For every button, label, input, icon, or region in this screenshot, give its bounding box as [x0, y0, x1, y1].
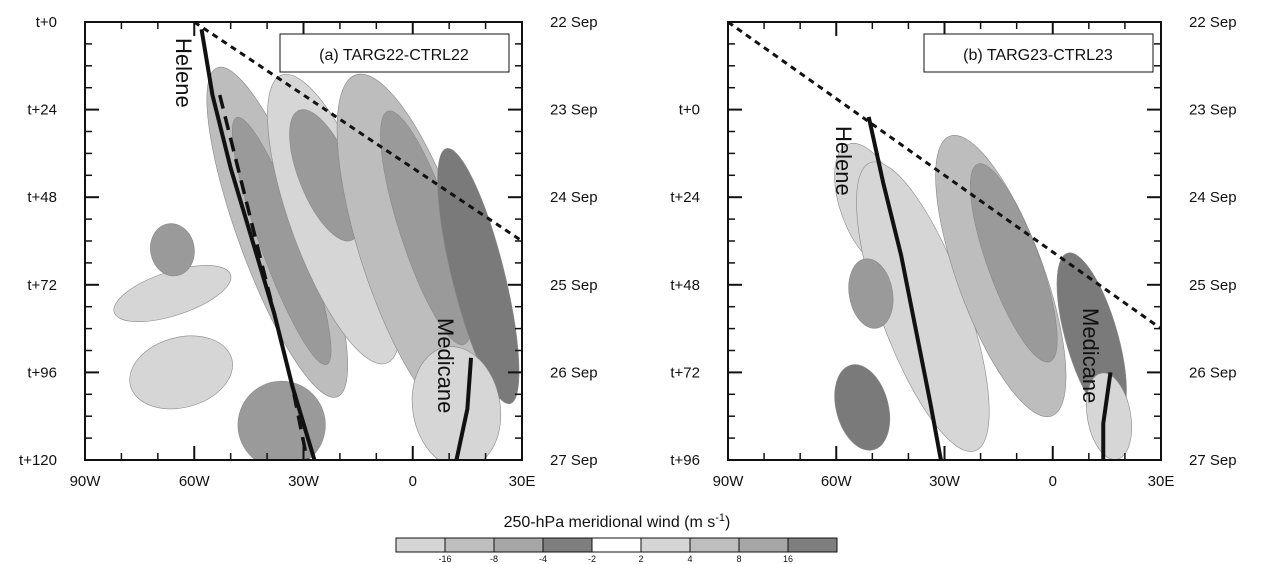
panel-a-x-tick-label: 30W [288, 473, 320, 490]
colorbar-title: 250-hPa meridional wind (m s-1) [504, 512, 731, 531]
panel-b-label-box: (b) TARG23-CTRL23 [923, 33, 1154, 73]
colorbar-tick-label: 2 [638, 554, 643, 564]
panel-b-ticks: 90W 60W 30W 0 30E t+0 t+24 t+48 t+72 t+96 22 Sep 23… [670, 14, 1236, 490]
panel-b-x-tick-label: 30W [929, 473, 961, 490]
colorbar-box [444, 537, 495, 553]
panel-a: 90W 60W 30W 0 30E t+0 t+24 t+48 t+72 t+96 t+120 22 … [19, 14, 598, 490]
panel-a-dashed-track [218, 94, 309, 460]
panel-b-y-tick-label: t+24 [670, 189, 700, 206]
panel-b-target-boundary [728, 22, 1161, 330]
colorbar-box [395, 537, 446, 553]
panel-b-x-tick-label: 60W [821, 473, 853, 490]
panel-a-y-tick-label-right: 27 Sep [550, 452, 598, 469]
panel-a-wind-shading [113, 66, 520, 460]
panel-a-x-tick-label: 0 [409, 473, 417, 490]
panel-a-label: (a) TARG22-CTRL22 [319, 47, 469, 64]
colorbar-box [591, 537, 642, 553]
panel-a-wind-band [437, 148, 520, 404]
panel-a-x-tick-label: 60W [179, 473, 211, 490]
panel-a-label-box: (a) TARG22-CTRL22 [279, 33, 510, 73]
panel-b-y-tick-label-right: 27 Sep [1189, 452, 1237, 469]
panel-a-ticks: 90W 60W 30W 0 30E t+0 t+24 t+48 t+72 t+96 t+120 22 … [19, 14, 598, 490]
panel-a-y-tick-label: t+0 [36, 14, 57, 31]
panel-a-y-tick-label-right: 22 Sep [550, 14, 598, 31]
colorbar-tick-label: 4 [687, 554, 692, 564]
panel-b-y-tick-label: t+72 [670, 364, 700, 381]
colorbar-title-superscript: -1 [715, 512, 725, 524]
colorbar-box [542, 537, 593, 553]
panel-a-x-tick-label: 90W [70, 473, 102, 490]
panel-b-label: (b) TARG23-CTRL23 [963, 47, 1113, 64]
panel-b-wind-band [848, 258, 894, 329]
colorbar-tick-label: 8 [736, 554, 741, 564]
panel-b-x-tick-label: 90W [713, 473, 745, 490]
colorbar: 250-hPa meridional wind (m s-1) -16 -8 -4-… [395, 512, 838, 564]
panel-a-y-tick-label: t+120 [19, 452, 57, 469]
panel-b-y-tick-label-right: 26 Sep [1189, 364, 1237, 381]
panel-a-wind-band [411, 346, 502, 460]
panel-b-y-tick-label-right: 23 Sep [1189, 102, 1237, 119]
panel-b-tracks [728, 22, 1161, 460]
colorbar-box [787, 537, 838, 553]
panel-a-y-tick-label-right: 26 Sep [550, 364, 598, 381]
colorbar-tick-label: -16 [438, 554, 451, 564]
panel-b-y-tick-label: t+96 [670, 452, 700, 469]
panel-b-wind-band [970, 163, 1058, 363]
panel-a-y-tick-label: t+72 [27, 277, 57, 294]
panel-b-track-helene [866, 116, 943, 460]
panel-b-track-medicane [1101, 372, 1113, 460]
panel-a-medicane-label: Medicane [433, 318, 458, 413]
colorbar-box [738, 537, 789, 553]
panel-a-track-helene [199, 28, 317, 460]
colorbar-tick-label: -8 [490, 554, 498, 564]
panel-b-helene-label: Helene [831, 126, 856, 196]
panel-a-wind-band [129, 335, 233, 410]
colorbar-tick-labels: -16 -8 -4 -2 2 4 8 16 [438, 554, 793, 564]
colorbar-tick-label: 16 [783, 554, 793, 564]
panel-a-x-tick-label: 30E [509, 473, 536, 490]
colorbar-box [640, 537, 691, 553]
colorbar-boxes [395, 537, 838, 553]
panel-a-y-tick-label: t+48 [27, 189, 57, 206]
colorbar-box [493, 537, 544, 553]
panel-a-y-tick-label: t+96 [27, 364, 57, 381]
colorbar-tick-label: -2 [588, 554, 596, 564]
panel-a-y-tick-label-right: 25 Sep [550, 277, 598, 294]
panel-a-wind-band [150, 223, 195, 277]
panel-b-x-tick-label: 0 [1049, 473, 1057, 490]
panel-b-x-tick-label: 30E [1148, 473, 1175, 490]
panel-a-y-tick-label: t+24 [27, 102, 57, 119]
panel-a-y-tick-label-right: 23 Sep [550, 102, 598, 119]
panel-a-helene-label: Helene [171, 38, 196, 108]
panel-a-track-medicane [454, 357, 474, 460]
panel-b-y-tick-label-right: 25 Sep [1189, 277, 1237, 294]
panel-b-y-tick-label-right: 24 Sep [1189, 189, 1237, 206]
panel-a-y-tick-label-right: 24 Sep [550, 189, 598, 206]
colorbar-box [689, 537, 740, 553]
colorbar-tick-label: -4 [539, 554, 547, 564]
panel-b-medicane-label: Medicane [1078, 308, 1103, 403]
panel-b-y-tick-label: t+48 [670, 277, 700, 294]
panel-b-y-tick-label-right: 22 Sep [1189, 14, 1237, 31]
panel-b-y-tick-label: t+0 [679, 102, 700, 119]
panel-a-tracks [193, 22, 522, 460]
panel-b: 90W 60W 30W 0 30E t+0 t+24 t+48 t+72 t+96 22 Sep 23… [670, 14, 1236, 490]
panel-b-wind-shading [834, 135, 1132, 460]
panel-b-wind-band [834, 364, 891, 451]
